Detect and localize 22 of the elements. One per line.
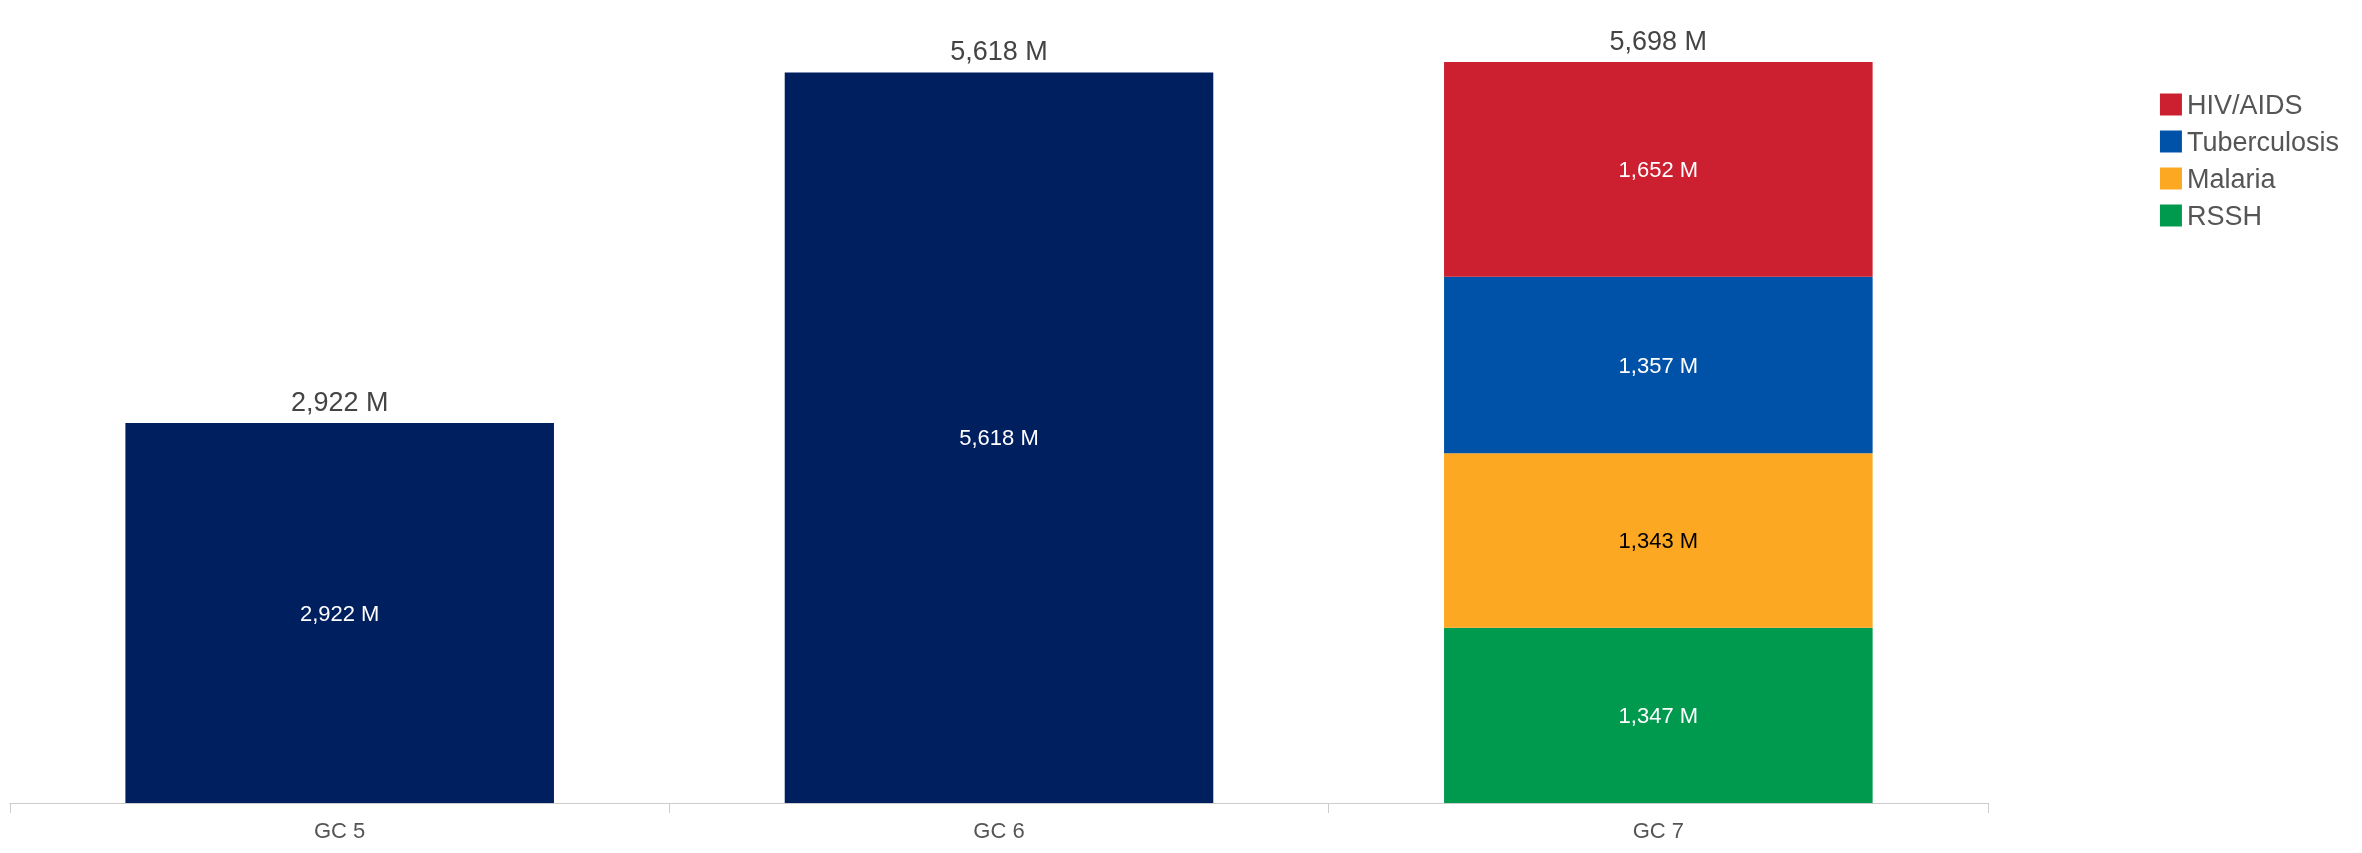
data-label: 1,652 M [1618, 156, 1699, 182]
legend-label: Malaria [2186, 163, 2277, 194]
bar [1444, 453, 1873, 628]
bar [1444, 62, 1873, 277]
bar [125, 423, 554, 803]
x-tick-label: GC 5 [313, 817, 366, 843]
data-label: 2,922 M [299, 600, 380, 626]
x-tick-label: GC 7 [1632, 817, 1685, 843]
bar [1444, 276, 1873, 454]
x-tick-label: GC 6 [973, 817, 1025, 843]
data-label: 1,357 M [1618, 352, 1699, 378]
data-label: 1,343 M [1618, 528, 1699, 554]
data-label: 1,347 M [1618, 702, 1699, 728]
legend-label: HIV/AIDS [2186, 89, 2303, 120]
data-label: 5,618 M [959, 425, 1039, 451]
total-label: 5,698 M [1609, 25, 1708, 56]
legend-label: RSSH [2186, 200, 2262, 231]
bar [1444, 627, 1873, 803]
bar [784, 72, 1214, 803]
total-label: 2,922 M [290, 386, 389, 417]
legend-label: Tuberculosis [2186, 126, 2339, 157]
total-label: 5,618 M [950, 36, 1048, 67]
